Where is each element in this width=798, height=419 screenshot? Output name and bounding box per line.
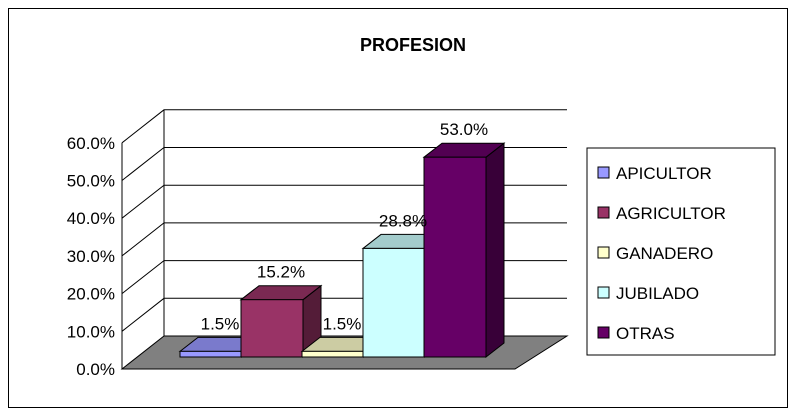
legend-box (586, 147, 776, 356)
bar-front-face (423, 156, 487, 358)
y-tick-label: 0.0% (76, 360, 115, 379)
bar-side-face (485, 142, 505, 359)
data-label: 28.8% (379, 211, 427, 230)
bar-front-face (301, 350, 365, 358)
data-label: 1.5% (201, 314, 240, 333)
legend-swatch (597, 206, 610, 219)
y-tick-label: 20.0% (67, 285, 115, 304)
chart-title: PROFESION (360, 35, 466, 55)
bar-front-face (179, 350, 243, 358)
bar-front-face (240, 299, 304, 358)
legend-label: OTRAS (616, 324, 675, 343)
data-label: 53.0% (440, 120, 488, 139)
y-tick-label: 30.0% (67, 247, 115, 266)
y-tick-label: 50.0% (67, 172, 115, 191)
gridline (121, 109, 567, 144)
data-label: 1.5% (323, 314, 362, 333)
legend-swatch (597, 326, 610, 339)
legend-label: AGRICULTOR (616, 204, 726, 223)
legend-label: APICULTOR (616, 164, 712, 183)
y-tick-label: 40.0% (67, 209, 115, 228)
bar (239, 284, 323, 359)
legend-swatch (597, 286, 610, 299)
legend-swatch (597, 246, 610, 259)
bar-front-face (362, 247, 426, 358)
legend-label: GANADERO (616, 244, 713, 263)
bar (422, 142, 506, 359)
legend-label: JUBILADO (616, 284, 699, 303)
y-tick-label: 60.0% (67, 134, 115, 153)
legend-swatch (597, 166, 610, 179)
y-tick-label: 10.0% (67, 322, 115, 341)
data-label: 15.2% (257, 263, 305, 282)
